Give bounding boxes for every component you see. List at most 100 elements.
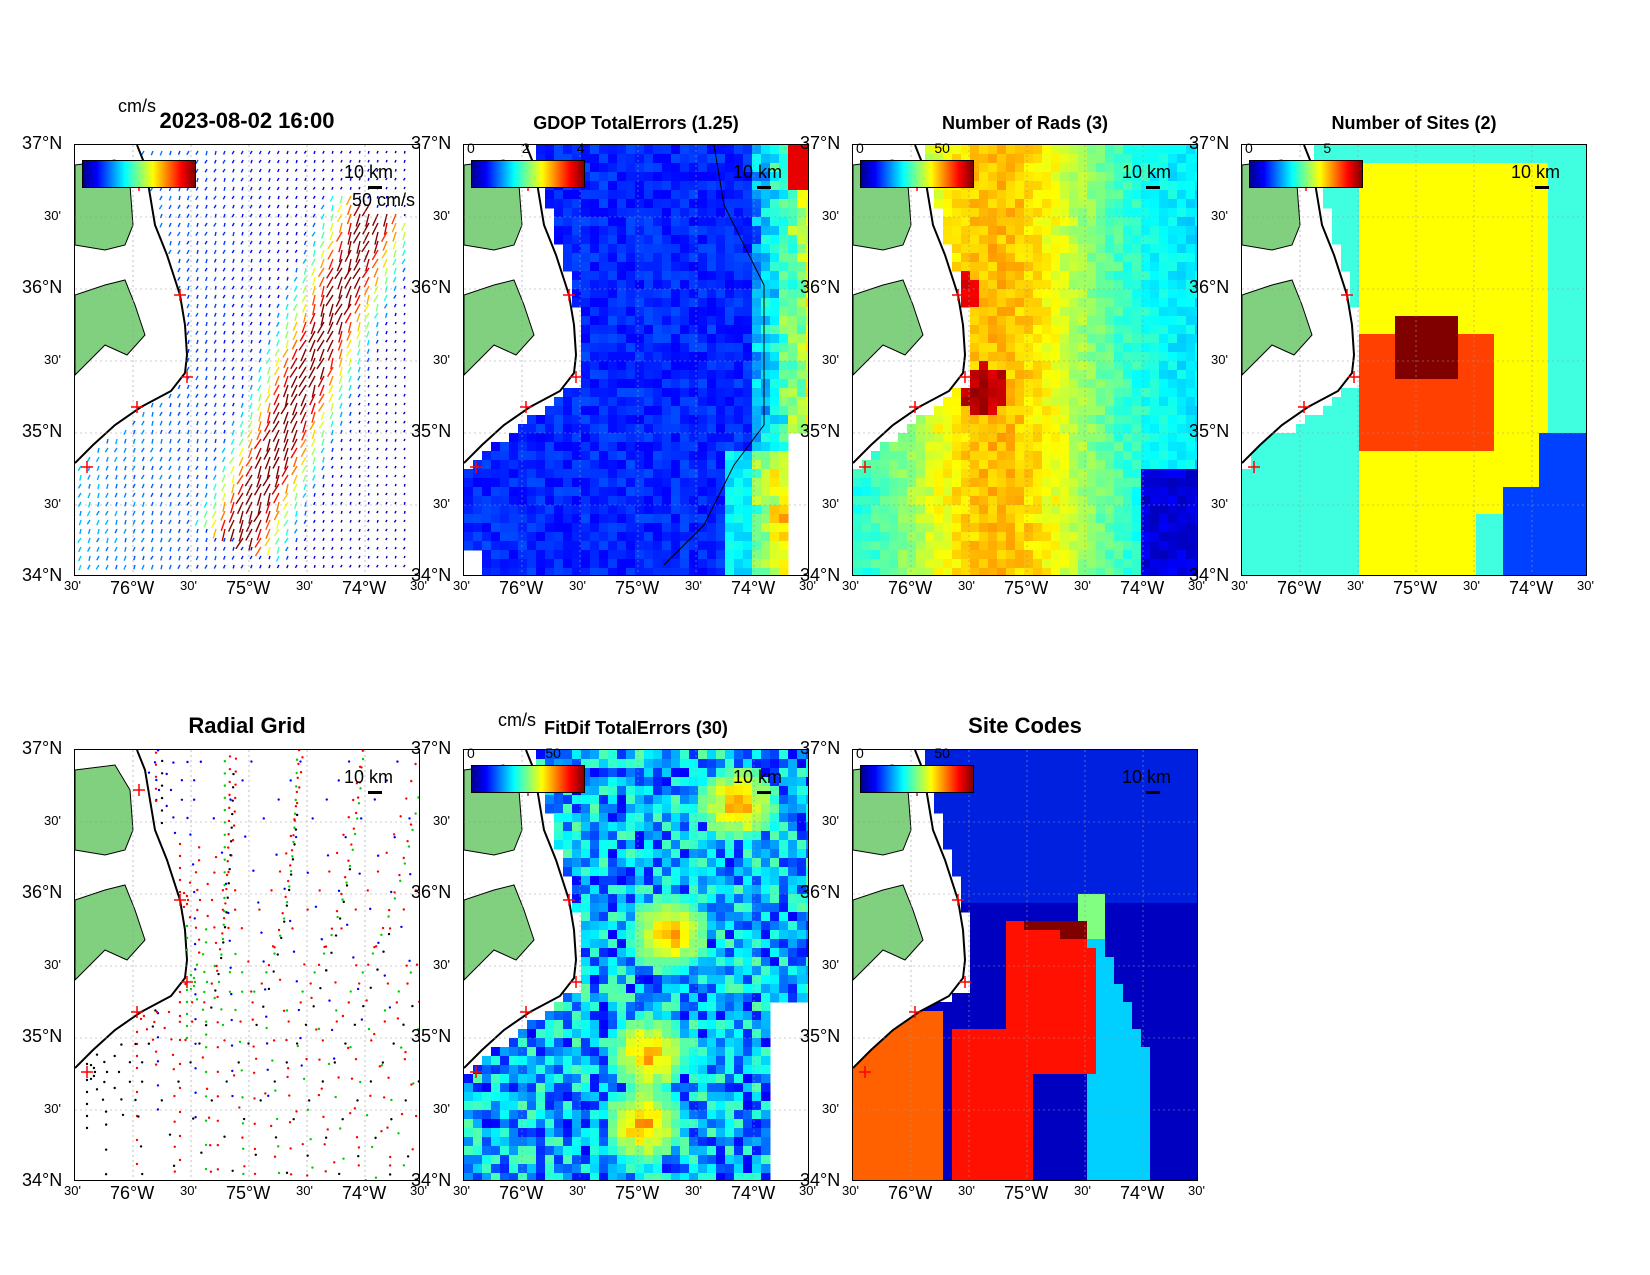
current-arrow bbox=[169, 411, 172, 417]
current-arrow bbox=[385, 474, 388, 478]
radial-grid-point bbox=[229, 798, 232, 801]
radial-grid-point bbox=[355, 964, 358, 967]
current-arrow bbox=[311, 294, 316, 306]
nrads-map-panel[interactable] bbox=[852, 144, 1198, 576]
current-arrow bbox=[286, 231, 289, 236]
current-arrow bbox=[114, 537, 118, 544]
current-arrow bbox=[222, 168, 226, 173]
current-arrow bbox=[286, 168, 289, 173]
current-arrow bbox=[330, 510, 334, 514]
current-arrow bbox=[363, 285, 370, 296]
current-arrow bbox=[271, 483, 280, 495]
current-arrow bbox=[249, 411, 253, 420]
current-arrow bbox=[357, 321, 361, 332]
totals-unit-label: cm/s bbox=[118, 96, 156, 116]
current-arrow bbox=[394, 159, 397, 163]
sitecodes-scale-bar bbox=[1146, 791, 1160, 794]
radial-grid-point bbox=[217, 980, 221, 984]
current-arrow bbox=[256, 492, 262, 506]
current-arrow bbox=[115, 438, 118, 445]
radial-grid-point bbox=[135, 1162, 139, 1166]
lat-tick-label: 30' bbox=[44, 352, 61, 367]
current-arrow bbox=[283, 357, 289, 369]
radial-grid-point bbox=[233, 889, 237, 892]
totals-map-panel[interactable] bbox=[74, 144, 420, 576]
current-arrow bbox=[295, 186, 298, 191]
current-arrow bbox=[286, 186, 289, 191]
radial-grid-point bbox=[374, 1136, 377, 1140]
sitecodes-colorbar bbox=[860, 765, 974, 793]
radial-grid-point bbox=[277, 1145, 280, 1148]
current-arrow bbox=[308, 375, 316, 388]
current-arrow bbox=[213, 492, 217, 500]
current-arrow bbox=[285, 222, 289, 227]
current-arrow bbox=[169, 402, 172, 408]
radial-grid-point bbox=[214, 941, 218, 945]
radial-grid-point bbox=[160, 809, 164, 812]
lat-tick-label: 30' bbox=[433, 352, 450, 367]
lon-tick-label: 30' bbox=[1188, 1183, 1205, 1198]
radial-grid-point bbox=[345, 884, 349, 887]
radgrid-map-panel[interactable] bbox=[74, 749, 420, 1181]
radial-grid-point bbox=[226, 896, 229, 899]
current-arrow bbox=[385, 537, 388, 541]
current-arrow bbox=[312, 195, 316, 200]
radial-grid-point bbox=[252, 1045, 255, 1048]
current-arrow bbox=[177, 267, 181, 273]
lon-tick-label: 30' bbox=[453, 578, 470, 593]
radial-grid-point bbox=[247, 960, 250, 963]
current-arrow bbox=[249, 231, 253, 236]
current-arrow bbox=[286, 204, 289, 209]
radial-grid-point bbox=[223, 896, 226, 900]
current-arrow bbox=[320, 258, 325, 269]
current-arrow bbox=[213, 258, 217, 263]
radial-grid-point bbox=[223, 871, 226, 874]
current-arrow bbox=[258, 186, 262, 191]
current-arrow bbox=[267, 384, 271, 394]
current-arrow bbox=[96, 537, 100, 543]
current-arrow bbox=[367, 438, 370, 442]
current-arrow bbox=[385, 330, 388, 335]
nsites-map-panel[interactable] bbox=[1241, 144, 1587, 576]
sitecodes-map-panel[interactable] bbox=[852, 749, 1198, 1181]
current-arrow bbox=[132, 456, 136, 462]
current-arrow bbox=[394, 339, 397, 343]
radial-grid-point bbox=[285, 852, 288, 855]
current-arrow bbox=[223, 537, 226, 542]
gdop-map-panel[interactable] bbox=[463, 144, 809, 576]
radial-grid-point bbox=[189, 973, 193, 977]
current-arrow bbox=[254, 537, 262, 548]
current-arrow bbox=[385, 321, 388, 326]
current-arrow bbox=[321, 465, 325, 471]
current-arrow bbox=[394, 402, 397, 406]
current-arrow bbox=[280, 402, 289, 415]
current-arrow bbox=[355, 249, 361, 263]
current-arrow bbox=[362, 222, 370, 235]
current-arrow bbox=[213, 249, 217, 255]
lat-tick-label: 35°N bbox=[1189, 421, 1230, 441]
current-arrow bbox=[194, 519, 199, 526]
current-arrow bbox=[326, 276, 334, 289]
current-arrow bbox=[339, 474, 343, 478]
current-arrow bbox=[313, 510, 316, 514]
radial-grid-point bbox=[288, 885, 291, 888]
current-arrow bbox=[403, 465, 406, 469]
current-arrow bbox=[210, 519, 217, 529]
current-arrow bbox=[309, 393, 316, 406]
radial-grid-point bbox=[325, 969, 328, 972]
radial-grid-point bbox=[234, 770, 237, 773]
current-arrow bbox=[258, 249, 262, 254]
radial-grid-point bbox=[287, 1020, 290, 1023]
current-arrow bbox=[168, 510, 172, 516]
current-arrow bbox=[255, 519, 262, 533]
radial-grid-point bbox=[185, 988, 189, 992]
radial-grid-point bbox=[301, 756, 304, 759]
radial-grid-point bbox=[204, 1167, 208, 1171]
fitdif-site-marker bbox=[570, 976, 582, 988]
radial-grid-point bbox=[277, 798, 280, 801]
current-arrow bbox=[160, 510, 163, 516]
fitdif-map-panel[interactable] bbox=[463, 749, 809, 1181]
radial-grid-point bbox=[192, 798, 196, 801]
radial-grid-point bbox=[156, 1060, 160, 1063]
radial-grid-point bbox=[343, 875, 347, 879]
